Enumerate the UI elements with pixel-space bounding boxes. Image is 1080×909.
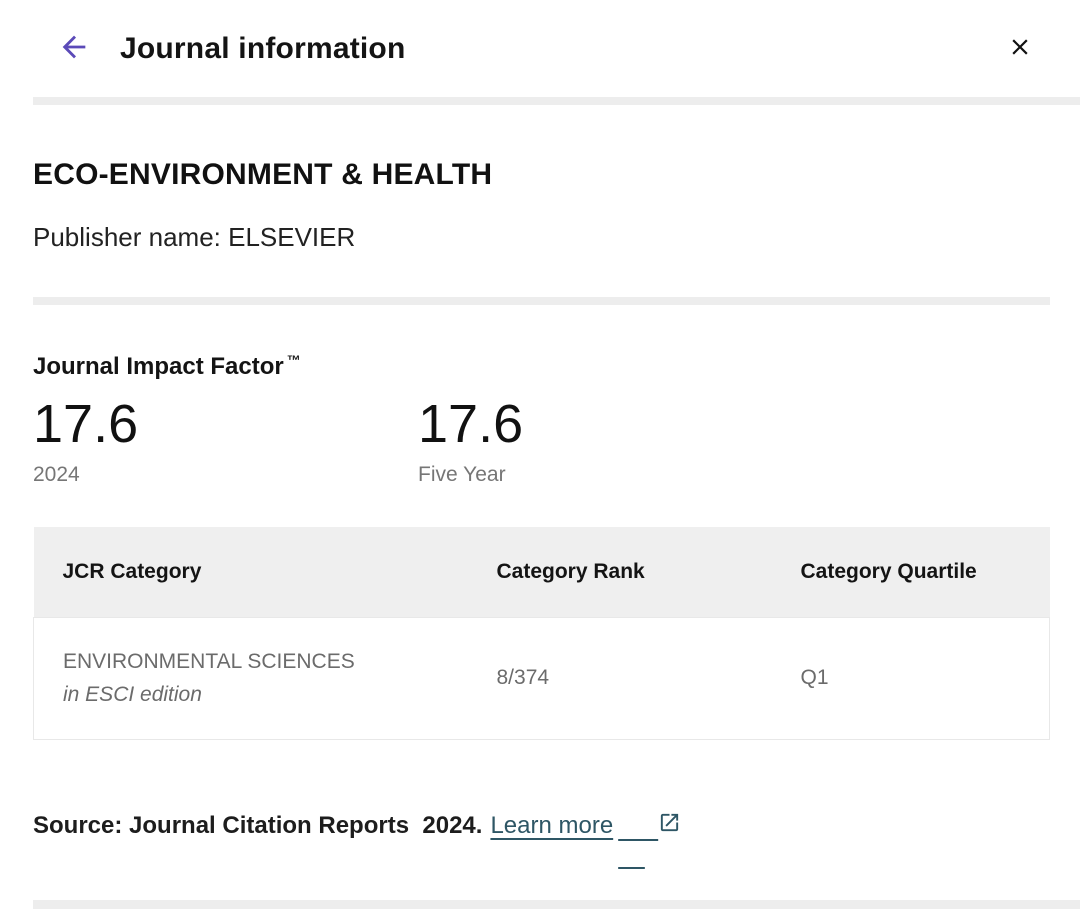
impact-factor-metrics: 17.6 2024 17.6 Five Year <box>33 397 1050 487</box>
journal-name: ECO-ENVIRONMENT & HEALTH <box>33 158 493 191</box>
learn-more-link[interactable]: Learn more <box>490 783 681 869</box>
metric-current-year: 17.6 2024 <box>33 397 418 487</box>
close-icon <box>1007 34 1033 63</box>
page-title: Journal information <box>120 31 406 65</box>
column-header-jcr-category: JCR Category <box>62 559 202 583</box>
metric-label: Five Year <box>418 463 506 486</box>
publisher-name: Publisher name: ELSEVIER <box>33 222 356 252</box>
cell-rank: 8/374 <box>496 666 550 689</box>
arrow-left-icon <box>57 30 91 67</box>
back-button[interactable] <box>52 27 96 71</box>
trademark-symbol: ™ <box>286 352 301 368</box>
edition-note: in ESCI edition <box>63 682 202 706</box>
close-button[interactable] <box>1000 29 1040 69</box>
source-text: Source: Journal Citation Reports 2024. <box>33 811 483 839</box>
metric-value: 17.6 <box>33 394 139 454</box>
column-header-category-rank: Category Rank <box>496 559 645 583</box>
table-row: ENVIRONMENTAL SCIENCES in ESCI edition 8… <box>33 617 1050 739</box>
metric-value: 17.6 <box>418 394 524 454</box>
cell-category: ENVIRONMENTAL SCIENCES in ESCI edition <box>34 617 468 739</box>
metric-five-year: 17.6 Five Year <box>418 397 803 487</box>
bottom-divider <box>33 899 1080 909</box>
cell-quartile: Q1 <box>800 666 829 689</box>
section-divider <box>33 297 1050 305</box>
column-header-category-quartile: Category Quartile <box>800 559 977 583</box>
journal-info-content: ECO-ENVIRONMENT & HEALTH Publisher name:… <box>33 158 1080 869</box>
metric-label: 2024 <box>33 463 80 486</box>
source-line: Source: Journal Citation Reports 2024. Le… <box>33 783 1050 869</box>
category-name: ENVIRONMENTAL SCIENCES <box>63 649 355 673</box>
header-divider <box>33 97 1080 105</box>
impact-factor-title: Journal Impact Factor ™ <box>33 352 301 380</box>
panel-header: Journal information <box>0 0 1080 97</box>
table-header-row: JCR Category Category Rank Category Quar… <box>33 527 1050 617</box>
external-link-icon <box>618 783 681 869</box>
jcr-category-table: JCR Category Category Rank Category Quar… <box>33 527 1050 740</box>
